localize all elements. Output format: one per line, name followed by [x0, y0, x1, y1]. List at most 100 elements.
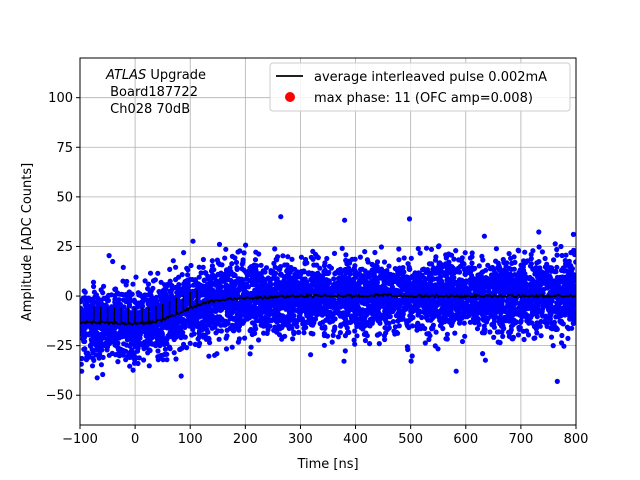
sample-point — [253, 271, 259, 277]
sample-point — [435, 244, 441, 250]
sample-point — [541, 286, 547, 293]
sample-point — [298, 254, 304, 260]
sample-point — [441, 272, 448, 278]
sample-point — [459, 338, 466, 345]
sample-point — [474, 277, 480, 283]
sample-point — [531, 281, 537, 288]
sample-point — [370, 311, 376, 317]
sample-point — [308, 254, 314, 260]
sample-point — [347, 271, 353, 277]
sample-point — [516, 269, 522, 276]
sample-point — [433, 284, 439, 290]
sample-point — [409, 353, 415, 359]
sample-point — [375, 305, 381, 311]
sample-point — [376, 341, 382, 347]
sample-point — [314, 253, 320, 260]
sample-point — [321, 342, 327, 348]
sample-point — [201, 277, 207, 284]
sample-point — [419, 314, 425, 321]
sample-point — [528, 261, 535, 267]
sample-point — [554, 264, 560, 270]
sample-point — [398, 281, 404, 287]
sample-point — [86, 303, 92, 309]
sample-point — [557, 274, 563, 280]
sample-point — [212, 308, 218, 314]
sample-point — [232, 255, 238, 261]
sample-point — [128, 333, 134, 339]
sample-point — [465, 287, 471, 293]
sample-point — [147, 270, 154, 276]
sample-point — [572, 278, 576, 284]
sample-point — [397, 266, 403, 273]
sample-point — [352, 263, 358, 269]
sample-point — [429, 326, 435, 332]
sample-point — [572, 283, 576, 290]
sample-point — [452, 330, 458, 336]
sample-point — [415, 277, 421, 283]
sample-point — [336, 270, 342, 276]
sample-point — [219, 262, 225, 268]
sample-point — [258, 262, 264, 268]
sample-point — [312, 316, 319, 322]
sample-point — [436, 314, 442, 320]
sample-point — [562, 257, 568, 264]
sample-point — [131, 350, 137, 356]
sample-point — [199, 326, 205, 333]
sample-point — [569, 288, 575, 294]
sample-point — [160, 311, 166, 317]
sample-point — [198, 270, 204, 276]
sample-point — [133, 355, 139, 361]
sample-point — [127, 293, 133, 299]
sample-point — [506, 329, 512, 335]
sample-point — [443, 255, 449, 261]
sample-point — [212, 352, 218, 358]
sample-point — [476, 321, 482, 328]
sample-point — [487, 329, 493, 335]
sample-point — [569, 325, 575, 331]
sample-point — [470, 310, 477, 317]
sample-point — [376, 313, 382, 319]
sample-point — [82, 338, 88, 345]
sample-point — [559, 332, 565, 339]
sample-point — [165, 282, 171, 288]
sample-point — [331, 311, 337, 317]
sample-point — [491, 324, 497, 330]
sample-point — [133, 274, 139, 280]
sample-point — [521, 336, 527, 343]
sample-point — [173, 264, 179, 270]
sample-point — [506, 251, 512, 257]
sample-point — [94, 331, 100, 337]
sample-point — [301, 330, 307, 336]
sample-point — [550, 343, 556, 349]
sample-point — [231, 272, 237, 279]
sample-point — [511, 317, 517, 323]
sample-point — [337, 279, 343, 285]
sample-point — [351, 337, 357, 343]
sample-point — [259, 280, 265, 286]
sample-point — [257, 312, 263, 318]
sample-point — [146, 347, 152, 353]
sample-point — [570, 249, 576, 255]
sample-point — [288, 265, 294, 271]
sample-point — [179, 272, 185, 278]
sample-point — [499, 329, 505, 335]
sample-point — [82, 289, 88, 295]
sample-point — [272, 307, 278, 313]
sample-point — [481, 233, 487, 239]
sample-point — [396, 323, 402, 329]
sample-point — [550, 282, 557, 288]
sample-point — [366, 274, 372, 280]
sample-point — [408, 287, 414, 293]
sample-point — [213, 294, 219, 300]
sample-point — [390, 319, 396, 325]
sample-point — [438, 308, 444, 314]
sample-point — [235, 309, 241, 315]
sample-point — [181, 250, 187, 256]
sample-point — [343, 288, 349, 294]
sample-point — [192, 341, 198, 347]
sample-point — [470, 299, 476, 305]
sample-point — [317, 321, 323, 327]
sample-point — [341, 280, 347, 286]
sample-point — [143, 341, 149, 347]
sample-point — [567, 311, 574, 317]
